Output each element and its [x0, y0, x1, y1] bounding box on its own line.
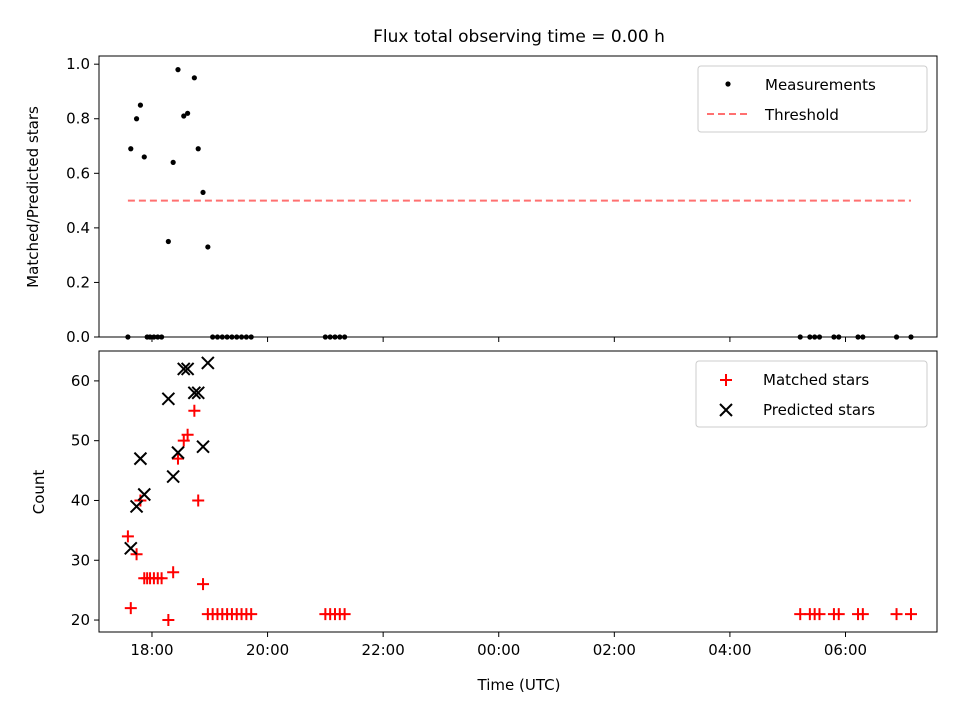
top-y-ticks: 0.0 0.2 0.4 0.6 0.8 1.0 [66, 55, 99, 346]
measurement-point [181, 113, 187, 119]
top-marks [125, 67, 914, 340]
matched-star-point [245, 608, 258, 621]
measurement-point [141, 154, 147, 160]
legend-matched-marker [720, 374, 732, 386]
matched-star-point [188, 404, 201, 417]
predicted-star-point [161, 392, 176, 406]
matched-star-point [890, 608, 903, 621]
chart-title: Flux total observing time = 0.00 h [373, 27, 665, 47]
x-tick-label: 00:00 [477, 641, 520, 659]
predicted-star-point [201, 356, 215, 370]
x-tick-label: 20:00 [246, 641, 289, 659]
bottom-x-ticks: 18:00 20:00 22:00 00:00 02:00 04:00 06:00 [130, 632, 867, 659]
bottom-plot-frame [98, 350, 938, 633]
legend-predicted-marker [719, 403, 733, 417]
predicted-star-point [133, 451, 148, 466]
y-tick-label: 0.6 [66, 164, 90, 182]
predicted-star-point [187, 386, 202, 400]
legend-measurements-marker [725, 81, 731, 87]
y-tick-label: 40 [71, 491, 90, 509]
predicted-star-point [171, 445, 185, 460]
bottom-legend-box [695, 360, 928, 428]
legend-predicted-label: Predicted stars [763, 401, 875, 419]
measurement-point [205, 244, 211, 250]
bottom-legend: Matched stars Predicted stars [695, 360, 928, 428]
top-panel: 0.0 0.2 0.4 0.6 0.8 1.0 Matched/Predicted sta… [24, 55, 938, 346]
top-x-ticks [151, 337, 846, 342]
measurement-point [170, 159, 176, 165]
matched-star-point [181, 428, 194, 441]
matched-star-point [167, 566, 180, 579]
measurement-point [128, 146, 134, 152]
x-axis-label: Time (UTC) [477, 676, 561, 694]
measurement-point [185, 110, 191, 116]
measurement-point [175, 67, 181, 73]
y-tick-label: 60 [71, 372, 90, 390]
matched-star-point [813, 608, 826, 621]
x-tick-label: 02:00 [593, 641, 636, 659]
top-plot-frame [98, 55, 938, 338]
y-tick-label: 50 [71, 432, 90, 450]
y-tick-label: 0.4 [66, 219, 90, 237]
bottom-y-axis-label: Count [30, 470, 48, 515]
predicted-star-point [124, 541, 138, 556]
measurement-point [137, 102, 144, 108]
legend-measurements-label: Measurements [765, 76, 876, 94]
matched-star-point [121, 530, 134, 543]
matched-star-point [171, 452, 184, 465]
x-tick-label: 04:00 [708, 641, 751, 659]
predicted-star-point [180, 362, 195, 376]
y-tick-label: 0.8 [66, 110, 90, 128]
measurement-point [165, 238, 171, 245]
y-tick-label: 0.2 [66, 273, 90, 291]
x-tick-label: 22:00 [362, 641, 405, 659]
matched-star-point [155, 572, 168, 585]
y-tick-label: 30 [71, 551, 90, 569]
predicted-star-point [177, 362, 191, 376]
top-legend-box [697, 65, 928, 133]
predicted-star-point [129, 499, 144, 514]
top-y-axis-label: Matched/Predicted stars [24, 106, 42, 288]
top-legend: Measurements Threshold [697, 65, 928, 133]
matched-star-point [856, 608, 869, 621]
measurement-point [133, 116, 140, 122]
x-tick-label: 18:00 [130, 641, 173, 659]
matched-star-point [134, 494, 147, 507]
y-tick-label: 20 [71, 611, 90, 629]
measurement-point [191, 75, 197, 81]
bottom-y-ticks: 20 30 40 50 60 [71, 372, 99, 629]
measurement-point [200, 189, 206, 196]
predicted-star-point [196, 439, 210, 454]
matched-star-point [338, 608, 351, 621]
y-tick-label: 1.0 [66, 55, 90, 73]
legend-matched-label: Matched stars [763, 371, 869, 389]
measurement-point [195, 146, 201, 152]
y-tick-label: 0.0 [66, 328, 90, 346]
predicted-star-point [191, 386, 205, 400]
matched-star-point [904, 608, 917, 621]
matched-star-point [832, 608, 845, 621]
matched-star-point [197, 578, 210, 591]
matched-star-point [124, 602, 137, 615]
predicted-star-point [166, 469, 180, 484]
bottom-marks [121, 356, 917, 627]
matched-star-point [192, 494, 205, 507]
bottom-panel: 20 30 40 50 60 18:00 20:00 22:00 00:00 02:00 04:0… [30, 350, 938, 694]
legend-threshold-label: Threshold [764, 106, 839, 124]
predicted-star-point [137, 487, 151, 502]
matched-star-point [162, 614, 175, 627]
x-tick-label: 06:00 [824, 641, 867, 659]
